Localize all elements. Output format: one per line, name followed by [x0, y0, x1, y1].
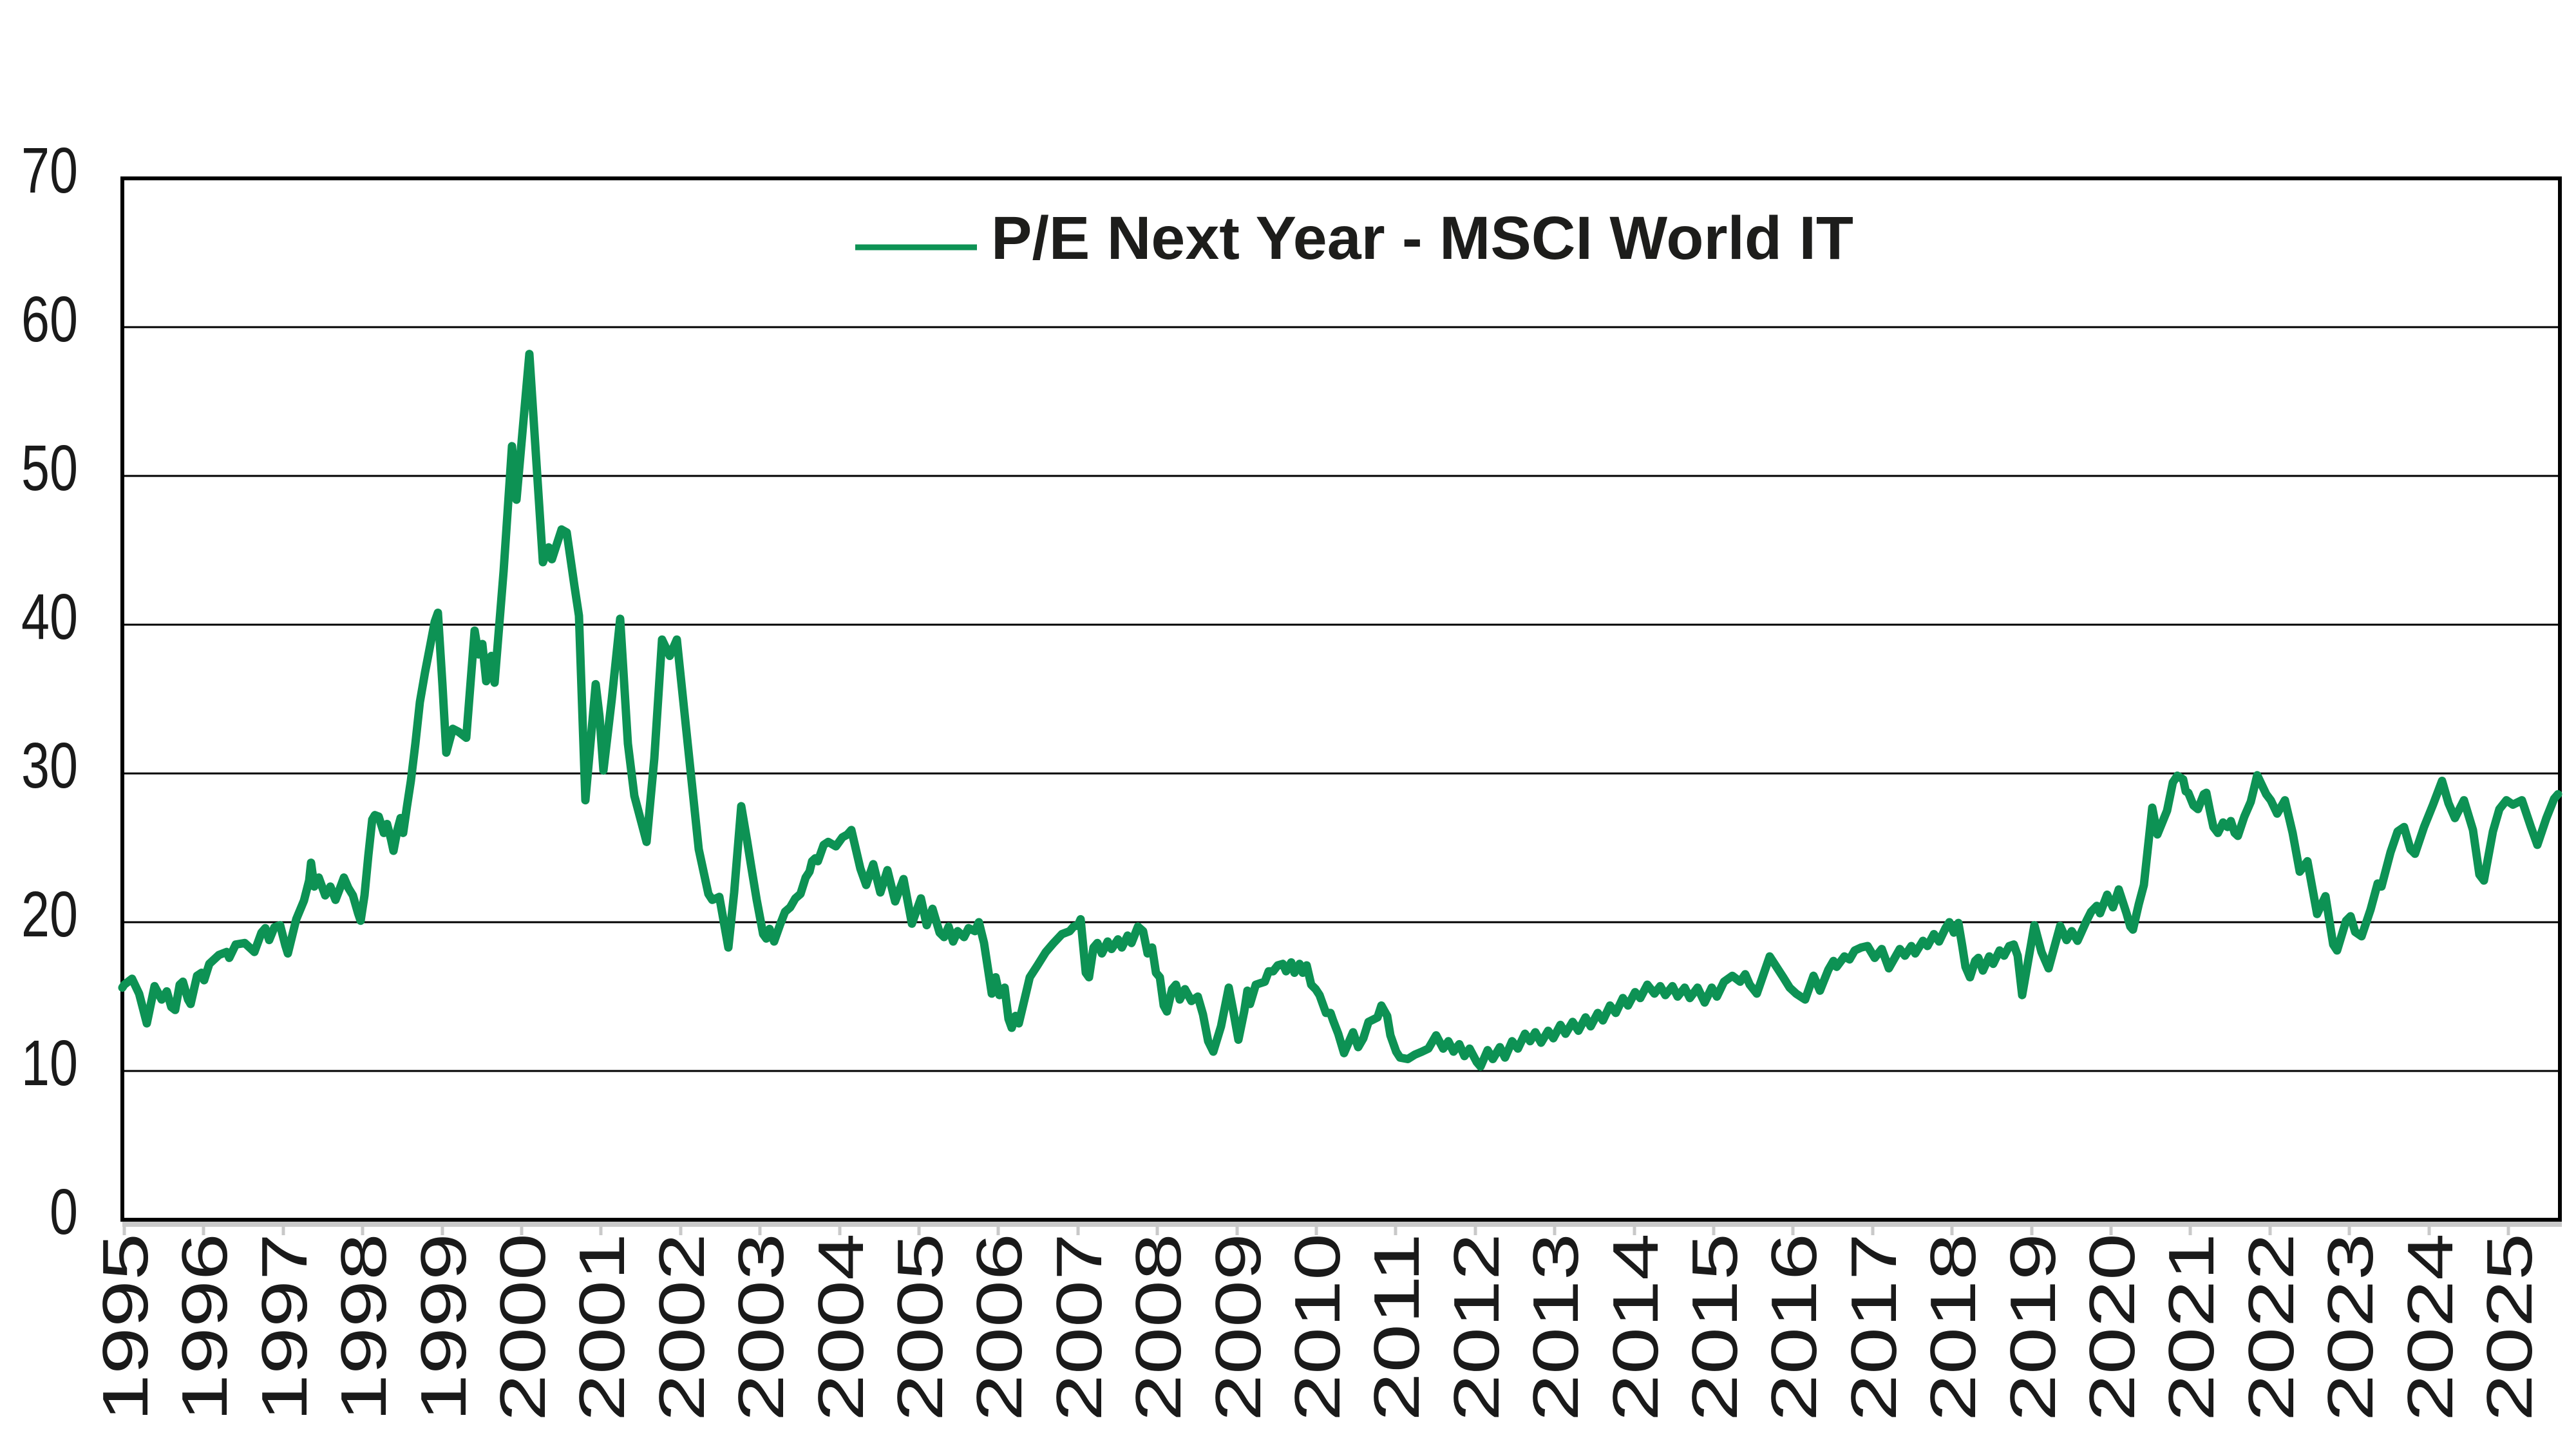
svg-text:2025: 2025 [2474, 1233, 2546, 1421]
svg-text:2002: 2002 [646, 1233, 718, 1421]
svg-text:2022: 2022 [2235, 1233, 2307, 1421]
svg-text:60: 60 [21, 283, 78, 355]
svg-text:2006: 2006 [963, 1233, 1036, 1421]
svg-text:2004: 2004 [805, 1233, 877, 1421]
svg-text:2000: 2000 [487, 1233, 559, 1421]
svg-text:1998: 1998 [328, 1233, 400, 1421]
svg-text:2023: 2023 [2315, 1233, 2387, 1421]
svg-text:0: 0 [50, 1176, 78, 1248]
svg-text:2019: 2019 [1997, 1233, 2069, 1421]
svg-text:20: 20 [21, 878, 78, 951]
svg-text:1995: 1995 [90, 1233, 162, 1421]
svg-text:2018: 2018 [1917, 1233, 1989, 1421]
svg-text:50: 50 [21, 432, 78, 504]
svg-text:2021: 2021 [2155, 1233, 2228, 1421]
svg-text:2014: 2014 [1600, 1233, 1672, 1421]
svg-text:30: 30 [21, 730, 78, 802]
svg-text:2013: 2013 [1520, 1233, 1592, 1421]
svg-text:2010: 2010 [1282, 1233, 1354, 1421]
svg-text:2003: 2003 [725, 1233, 797, 1421]
svg-text:2017: 2017 [1838, 1233, 1910, 1421]
svg-text:1996: 1996 [169, 1233, 241, 1421]
svg-text:1999: 1999 [408, 1233, 480, 1421]
svg-text:2024: 2024 [2394, 1233, 2467, 1421]
svg-text:10: 10 [21, 1027, 78, 1099]
svg-text:2016: 2016 [1758, 1233, 1830, 1421]
svg-text:2011: 2011 [1361, 1233, 1433, 1421]
svg-text:70: 70 [21, 135, 78, 207]
svg-text:P/E Next Year - MSCI World IT: P/E Next Year - MSCI World IT [991, 204, 1853, 272]
svg-text:1997: 1997 [249, 1233, 321, 1421]
svg-text:2005: 2005 [884, 1233, 956, 1421]
svg-text:2015: 2015 [1679, 1233, 1751, 1421]
svg-text:2007: 2007 [1043, 1233, 1115, 1421]
svg-text:2001: 2001 [566, 1233, 638, 1421]
svg-text:2008: 2008 [1122, 1233, 1195, 1421]
svg-text:2020: 2020 [2076, 1233, 2148, 1421]
svg-text:2009: 2009 [1202, 1233, 1274, 1421]
svg-text:2012: 2012 [1441, 1233, 1513, 1421]
svg-text:40: 40 [21, 581, 78, 653]
